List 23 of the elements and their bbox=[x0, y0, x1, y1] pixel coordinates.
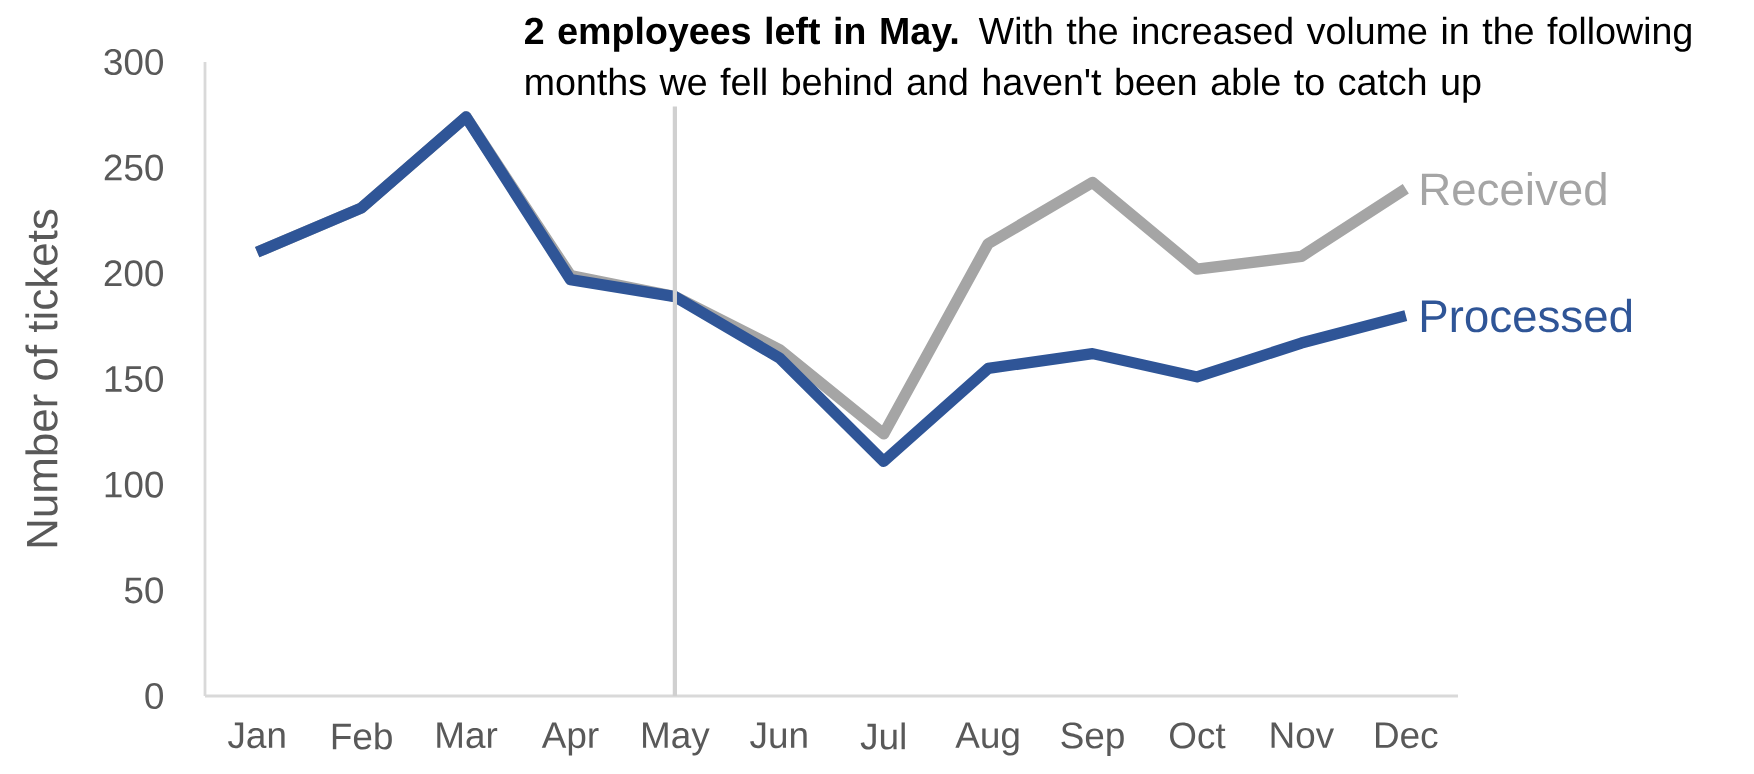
x-tick-label: Oct bbox=[1170, 722, 1226, 749]
x-tick-label: Apr bbox=[541, 722, 599, 756]
annotation: 2 employees left in May. With the increased volume in the following months we fell behind and haven't been able to catch up bbox=[525, 16, 1691, 103]
y-tick-label: 100 bbox=[105, 471, 163, 498]
y-tick-label: 300 bbox=[104, 48, 163, 76]
x-tick-label: Jul bbox=[860, 722, 905, 750]
y-tick-label: 250 bbox=[104, 154, 163, 181]
y-tick-label: 50 bbox=[124, 577, 164, 604]
series-label: Received bbox=[1421, 172, 1606, 206]
x-tick-label: Jun bbox=[750, 722, 807, 749]
y-axis-title: Number of tickets bbox=[25, 209, 58, 547]
series-label: Processed bbox=[1421, 298, 1632, 333]
x-tick-label: May bbox=[643, 722, 710, 756]
x-tick-label: Nov bbox=[1271, 722, 1335, 749]
x-tick-label: Sep bbox=[1061, 722, 1124, 756]
x-tick-label: Aug bbox=[955, 722, 1019, 756]
x-tick-label: Mar bbox=[437, 722, 498, 749]
x-tick-label: Jan bbox=[228, 722, 285, 749]
y-tick-label: 0 bbox=[145, 682, 164, 710]
y-tick-label: 200 bbox=[104, 260, 163, 287]
y-tick-label: 150 bbox=[105, 365, 163, 393]
x-tick-label: Dec bbox=[1376, 722, 1438, 749]
x-tick-label: Feb bbox=[332, 722, 392, 750]
